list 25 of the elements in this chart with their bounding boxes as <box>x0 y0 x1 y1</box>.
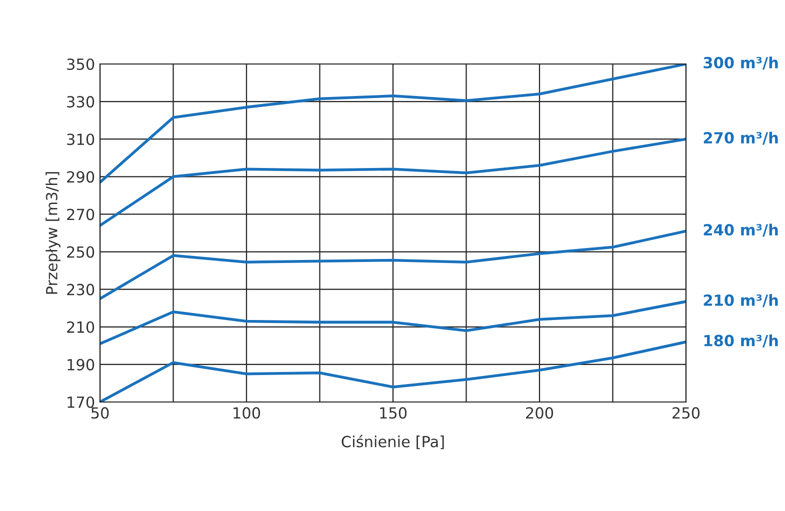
x-tick-label: 200 <box>526 407 554 419</box>
series-label: 270 m³/h <box>704 132 778 145</box>
x-tick-label: 50 <box>91 407 109 419</box>
y-tick-label: 310 <box>67 134 94 146</box>
line-series <box>100 230 686 300</box>
x-tick-label: 250 <box>672 407 700 419</box>
y-tick-label: 330 <box>67 96 94 108</box>
y-tick-label: 270 <box>67 208 94 220</box>
y-tick-label: 190 <box>68 358 94 370</box>
y-tick-label: 250 <box>67 246 94 258</box>
x-tick-label: 100 <box>234 407 260 419</box>
y-tick-label: 350 <box>67 58 94 70</box>
series-label: 210 m³/h <box>704 294 778 308</box>
y-tick-label: 230 <box>67 284 94 296</box>
series-label: 300 m³/h <box>704 56 778 70</box>
y-tick-label: 170 <box>68 396 94 408</box>
y-tick-label: 290 <box>67 171 94 183</box>
y-tick-label: 210 <box>67 321 94 333</box>
y-axis-title: Przepływ [m3/h] <box>46 172 60 294</box>
series-label: 180 m³/h <box>704 334 778 348</box>
line-series <box>100 138 686 227</box>
series-label: 240 m³/h <box>704 224 778 237</box>
line-series <box>100 300 686 346</box>
x-axis-title: Ciśnienie [Pa] <box>342 434 444 450</box>
x-tick-label: 150 <box>380 407 407 419</box>
